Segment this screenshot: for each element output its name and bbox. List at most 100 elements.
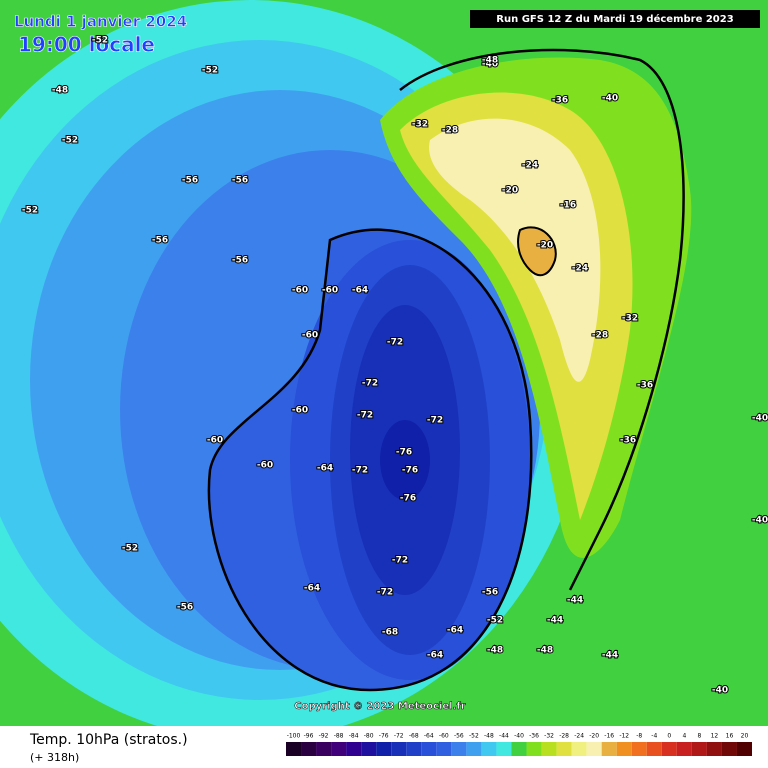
colorbar-swatch xyxy=(466,742,482,756)
contour-label: -48 xyxy=(52,86,68,96)
colorbar-swatch xyxy=(331,742,347,756)
colorbar-label: 8 xyxy=(697,733,701,740)
colorbar-label: 0 xyxy=(667,733,671,740)
contour-label: -64 xyxy=(304,584,320,594)
colorbar-label: -8 xyxy=(636,733,642,740)
contour-label: -56 xyxy=(232,176,248,186)
colorbar-swatch xyxy=(526,742,542,756)
contour-label: -76 xyxy=(400,494,416,504)
colorbar-label: -44 xyxy=(499,733,509,740)
contour-label: -20 xyxy=(537,241,553,251)
contour-label: -72 xyxy=(387,338,403,348)
valid-date: Lundi 1 janvier 2024 xyxy=(14,13,187,31)
colorbar-swatch xyxy=(616,742,632,756)
contour-label: -28 xyxy=(592,331,608,341)
colorbar-label: 16 xyxy=(726,733,734,740)
contour-label: -72 xyxy=(427,416,443,426)
contour-label: -48 xyxy=(487,646,503,656)
contour-label: -64 xyxy=(427,651,443,661)
contour-label: -36 xyxy=(620,436,636,446)
colorbar-swatch xyxy=(646,742,662,756)
colorbar-label: -48 xyxy=(484,733,494,740)
colorbar-swatch xyxy=(391,742,407,756)
colorbar-swatch xyxy=(301,742,317,756)
colorbar-swatch xyxy=(496,742,512,756)
contour-label: -56 xyxy=(177,603,193,613)
colorbar-label: -72 xyxy=(394,733,404,740)
contour-label: -76 xyxy=(402,466,418,476)
colorbar-label: -84 xyxy=(349,733,359,740)
contour-label: -68 xyxy=(382,628,398,638)
contour-label: -56 xyxy=(482,588,498,598)
contour-label: -64 xyxy=(317,464,333,474)
colorbar-label: -80 xyxy=(364,733,374,740)
contour-label: -16 xyxy=(560,201,576,211)
colorbar-swatch xyxy=(421,742,437,756)
contour-label: -72 xyxy=(362,379,378,389)
colorbar-swatch xyxy=(451,742,467,756)
contour-label: -40 xyxy=(752,414,768,424)
contour-40 xyxy=(399,48,685,591)
contour-label: -52 xyxy=(92,36,108,46)
colorbar-label: -24 xyxy=(574,733,584,740)
colorbar-swatch xyxy=(436,742,452,756)
colorbar-label: -60 xyxy=(439,733,449,740)
colorbar: -100 -96 -92 -88 -84 -80 -76 -72 -68 -64 -60 -56 -52… xyxy=(286,733,752,756)
colorbar-label: -16 xyxy=(604,733,614,740)
colorbar-label: -40 xyxy=(514,733,524,740)
contour-label: -52 xyxy=(122,544,138,554)
contour-label: -48 xyxy=(537,646,553,656)
colorbar-label: 12 xyxy=(711,733,719,740)
colorbar-label: 20 xyxy=(741,733,749,740)
colorbar-label: -96 xyxy=(304,733,314,740)
contour-label: -36 xyxy=(637,381,653,391)
contour-label: -24 xyxy=(522,161,538,171)
contour-label: -56 xyxy=(232,256,248,266)
field-20 xyxy=(429,118,601,382)
contour-label: -52 xyxy=(202,66,218,76)
contour-label: -56 xyxy=(182,176,198,186)
colorbar-label: 4 xyxy=(682,733,686,740)
map-fills xyxy=(0,0,768,726)
contour-label: -32 xyxy=(622,314,638,324)
field-76 xyxy=(380,420,430,500)
colorbar-label: -12 xyxy=(619,733,629,740)
contour-label: -44 xyxy=(567,596,583,606)
contour-label: -64 xyxy=(447,626,463,636)
contour-label: -72 xyxy=(352,466,368,476)
colorbar-label: -100 xyxy=(287,733,301,740)
contour-label: -60 xyxy=(302,331,318,341)
copyright: Copyright © 2023 Meteociel.fr xyxy=(294,701,465,712)
contour-label: -72 xyxy=(357,411,373,421)
contour-label: -60 xyxy=(292,286,308,296)
contour-label: -72 xyxy=(377,588,393,598)
colorbar-swatch xyxy=(316,742,332,756)
colorbar-label: -56 xyxy=(454,733,464,740)
colorbar-swatch xyxy=(721,742,737,756)
colorbar-swatch xyxy=(481,742,497,756)
colorbar-swatch xyxy=(691,742,707,756)
contour-label: -64 xyxy=(352,286,368,296)
colorbar-label: -76 xyxy=(379,733,389,740)
contour-label: -36 xyxy=(552,96,568,106)
colorbar-swatch xyxy=(631,742,647,756)
colorbar-swatch xyxy=(541,742,557,756)
contour-label: -24 xyxy=(572,264,588,274)
contour-label: -52 xyxy=(62,136,78,146)
contour-labels: -52 -52 -48 -52 -56 -56 -52 -56 -56 -60 -64 -60 -72 -… xyxy=(21,35,768,697)
colorbar-label: -88 xyxy=(334,733,344,740)
colorbar-label: -92 xyxy=(319,733,329,740)
colorbar-swatch xyxy=(706,742,722,756)
contour-label: -40 xyxy=(712,686,728,696)
colorbar-label: -32 xyxy=(544,733,554,740)
contour-label: -32 xyxy=(412,120,428,130)
colorbar-swatch xyxy=(556,742,572,756)
colorbar-swatch xyxy=(376,742,392,756)
colorbar-label: -20 xyxy=(589,733,599,740)
colorbar-label: -28 xyxy=(559,733,569,740)
footer-title: Temp. 10hPa (stratos.) xyxy=(29,732,188,748)
colorbar-swatch xyxy=(406,742,422,756)
valid-time: 19:00 locale xyxy=(18,33,155,57)
contour-label: -52 xyxy=(22,206,38,216)
